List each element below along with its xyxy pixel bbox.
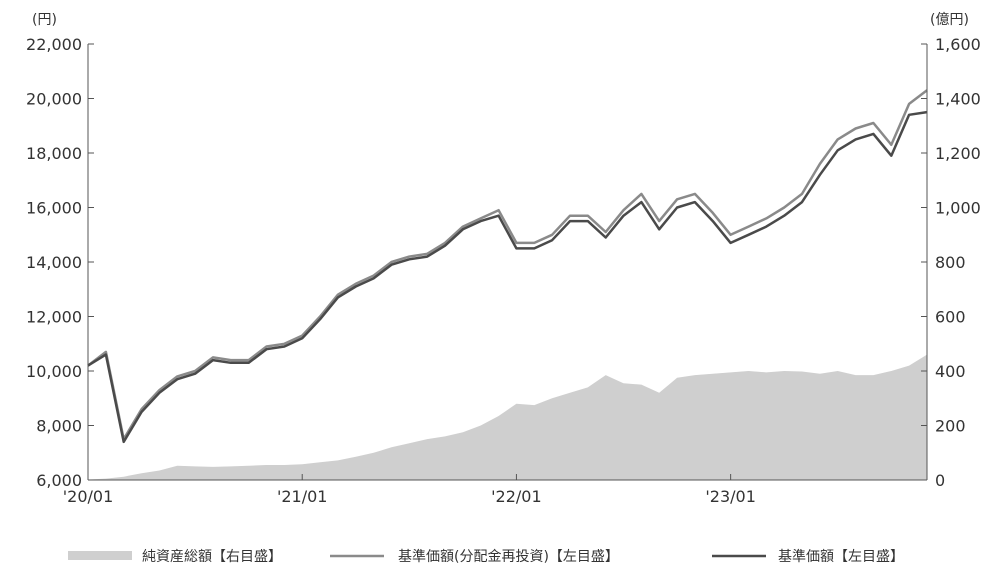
left-tick-label: 6,000 [36,471,82,490]
legend: 純資産総額【右目盛】 基準価額(分配金再投資)【左目盛】 基準価額【左目盛】 [68,548,904,565]
right-tick-label: 600 [935,308,966,327]
left-tick-label: 12,000 [26,308,82,327]
left-tick-label: 8,000 [36,417,82,436]
left-tick-label: 22,000 [26,35,82,54]
right-axis-ticks: 0 200 400 600 800 1,000 1,200 1,400 1,600 [921,35,981,490]
left-tick-label: 16,000 [26,199,82,218]
x-tick-label: '20/01 [63,487,114,506]
price-lines-layer [87,89,928,444]
left-tick-label: 14,000 [26,253,82,272]
left-tick-label: 20,000 [26,90,82,109]
nav-line [87,110,928,444]
x-tick-label: '22/01 [491,487,542,506]
right-tick-label: 800 [935,253,966,272]
right-tick-label: 0 [935,471,945,490]
left-tick-label: 10,000 [26,362,82,381]
right-axis-unit: (億円) [930,12,969,28]
x-axis-ticks: '20/01 '21/01 '22/01 '23/01 [63,474,756,506]
reinvested-nav-line [87,89,928,441]
net-assets-area-layer [88,354,927,480]
right-tick-label: 1,400 [935,90,981,109]
left-axis-unit: (円) [32,12,57,28]
legend-swatch-net-assets [68,551,132,560]
right-tick-label: 200 [935,417,966,436]
legend-label-reinvested: 基準価額(分配金再投資)【左目盛】 [398,548,619,565]
legend-label-nav: 基準価額【左目盛】 [778,548,904,565]
right-tick-label: 400 [935,362,966,381]
legend-label-net-assets: 純資産総額【右目盛】 [142,549,282,565]
right-tick-label: 1,000 [935,199,981,218]
x-tick-label: '21/01 [277,487,328,506]
x-tick-label: '23/01 [705,487,756,506]
left-tick-label: 18,000 [26,144,82,163]
right-tick-label: 1,200 [935,144,981,163]
net-assets-area [88,354,927,480]
left-axis-ticks: 6,000 8,000 10,000 12,000 14,000 16,000 18,000… [26,35,94,490]
right-tick-label: 1,600 [935,35,981,54]
